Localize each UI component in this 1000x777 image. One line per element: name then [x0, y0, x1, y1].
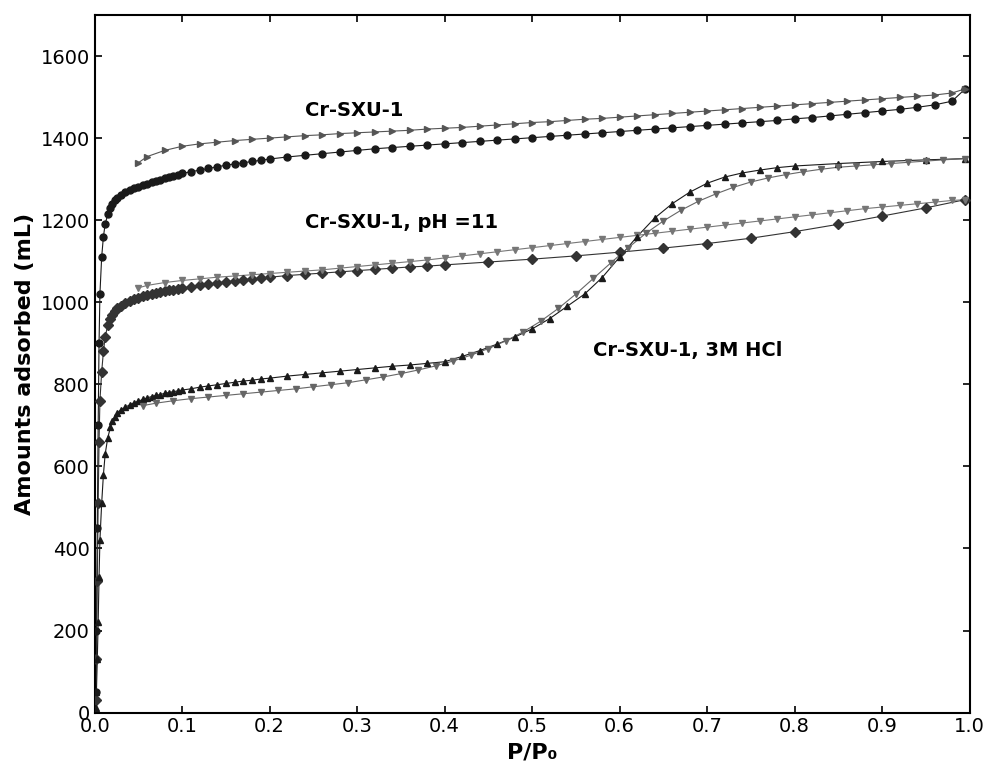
- X-axis label: P/P₀: P/P₀: [507, 742, 557, 762]
- Text: Cr-SXU-1, pH =11: Cr-SXU-1, pH =11: [305, 214, 498, 232]
- Y-axis label: Amounts adsorbed (mL): Amounts adsorbed (mL): [15, 213, 35, 515]
- Text: Cr-SXU-1: Cr-SXU-1: [305, 100, 403, 120]
- Text: Cr-SXU-1, 3M HCl: Cr-SXU-1, 3M HCl: [593, 340, 783, 360]
